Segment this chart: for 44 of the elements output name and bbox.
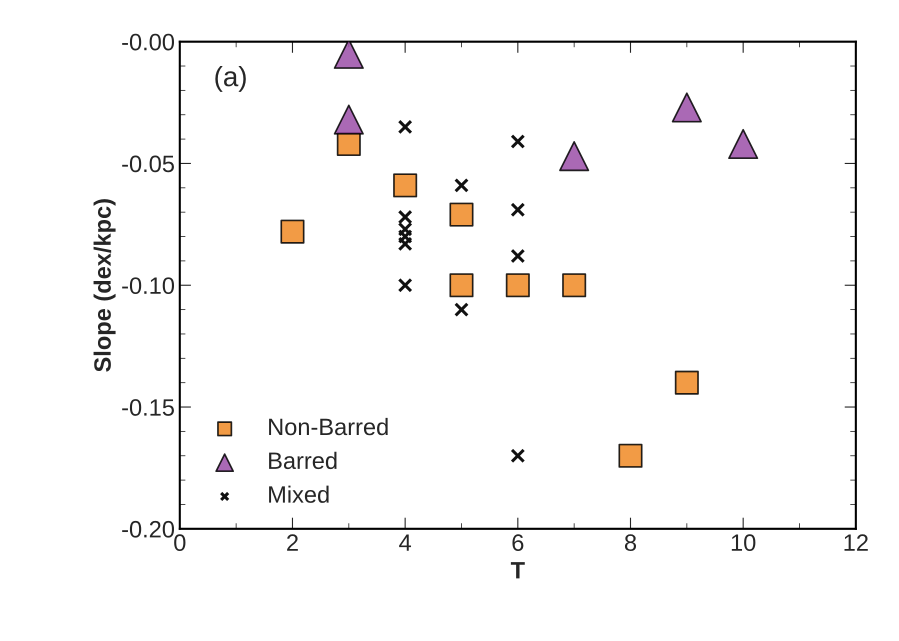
point <box>280 220 305 244</box>
x-tick-label: 12 <box>844 534 868 551</box>
point <box>510 134 526 149</box>
y-tick-label: -0.00 <box>122 34 174 50</box>
point <box>454 178 469 193</box>
point <box>449 273 474 298</box>
x-tick-label: 4 <box>399 534 412 551</box>
point <box>618 444 643 468</box>
point <box>562 273 586 298</box>
y-tick-label: -0.20 <box>122 520 174 538</box>
y-tick-label: -0.05 <box>122 156 174 172</box>
point <box>510 448 526 464</box>
legend-label: Mixed <box>269 486 329 503</box>
point <box>674 370 699 395</box>
point <box>454 302 469 317</box>
point <box>506 273 530 298</box>
point <box>393 173 418 198</box>
x-tick-label: 10 <box>732 534 756 552</box>
point <box>510 202 526 218</box>
point <box>398 222 412 237</box>
point <box>334 104 364 135</box>
y-tick-label: -0.10 <box>122 277 174 294</box>
point <box>334 42 364 69</box>
point <box>398 236 412 252</box>
y-tick-label: -0.15 <box>122 399 174 416</box>
x-tick-label: 0 <box>174 534 186 552</box>
x-tick-label: 2 <box>287 534 298 551</box>
legend-label: Barred <box>269 452 337 470</box>
point <box>398 229 412 244</box>
x-tick-label: 6 <box>512 534 524 552</box>
x-axis-title: T <box>510 562 525 578</box>
legend-label: Non-Barred <box>269 418 388 436</box>
point <box>398 278 412 293</box>
point <box>510 248 526 264</box>
y-axis-title: Slope (dex/kpc) <box>94 199 116 372</box>
point <box>336 132 361 156</box>
point <box>398 210 412 224</box>
point <box>672 92 702 122</box>
x-tick-label: 8 <box>624 534 636 552</box>
point <box>398 120 412 134</box>
point <box>559 141 590 172</box>
point <box>449 202 474 227</box>
point <box>728 128 758 160</box>
annotation: (a) <box>215 66 246 92</box>
